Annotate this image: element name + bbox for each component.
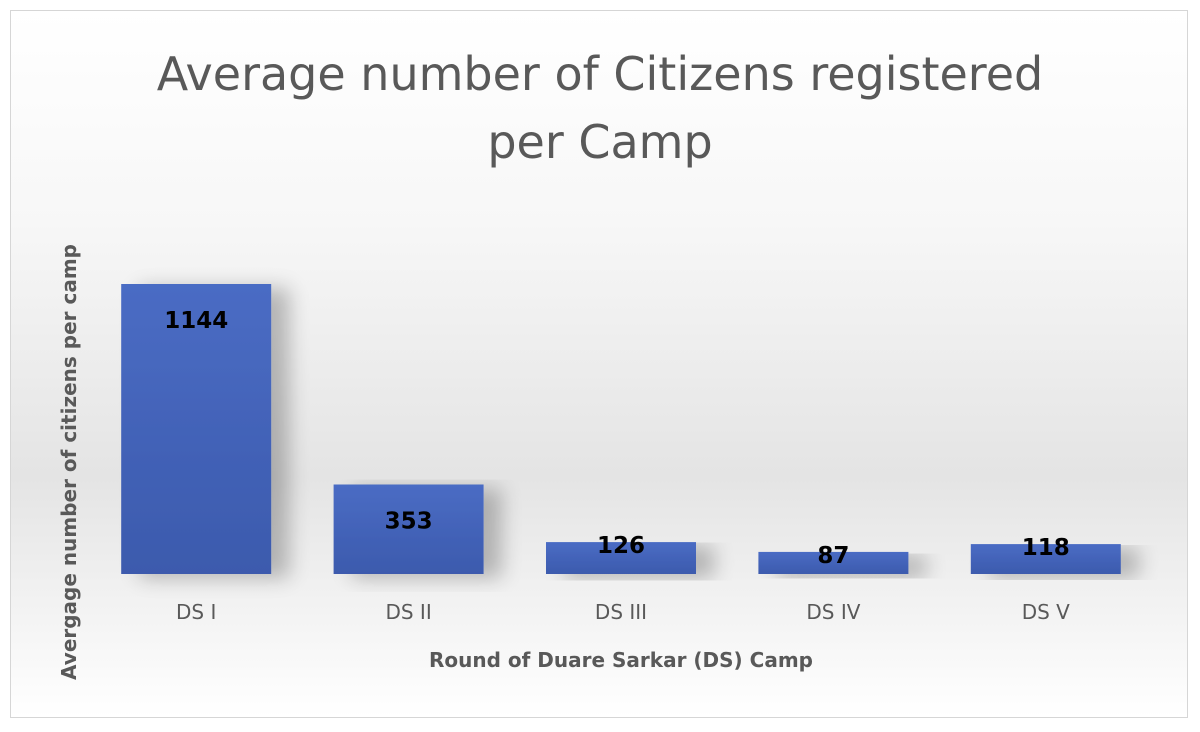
x-tick-label-1: DS I [176, 600, 216, 624]
x-tick-labels-layer: DS I DS II DS III DS IV DS V [176, 600, 1070, 624]
data-label-5: 118 [1022, 535, 1070, 561]
bars-layer [121, 284, 1121, 574]
data-labels-layer: 1144 353 126 87 118 [164, 308, 1070, 569]
bar-5 [970, 544, 1121, 574]
x-tick-label-2: DS II [385, 600, 431, 624]
chart-title-line-2: per Camp [487, 115, 713, 169]
x-tick-label-5: DS V [1022, 600, 1070, 624]
x-axis-title: Round of Duare Sarkar (DS) Camp [429, 648, 813, 672]
chart-title: Average number of Citizens registered pe… [0, 40, 1200, 176]
bar-2 [333, 484, 484, 574]
bar-3 [546, 542, 696, 574]
x-tick-label-4: DS IV [806, 600, 860, 624]
chart-title-line-1: Average number of Citizens registered [156, 47, 1044, 101]
data-label-4: 87 [817, 543, 849, 569]
data-label-2: 353 [385, 509, 433, 535]
x-tick-label-3: DS III [595, 600, 647, 624]
bar-4 [758, 551, 909, 574]
bar-1 [121, 284, 272, 574]
y-axis-title: Avergage number of citizens per camp [57, 244, 81, 680]
data-label-1: 1144 [164, 308, 228, 334]
data-label-3: 126 [597, 533, 645, 559]
